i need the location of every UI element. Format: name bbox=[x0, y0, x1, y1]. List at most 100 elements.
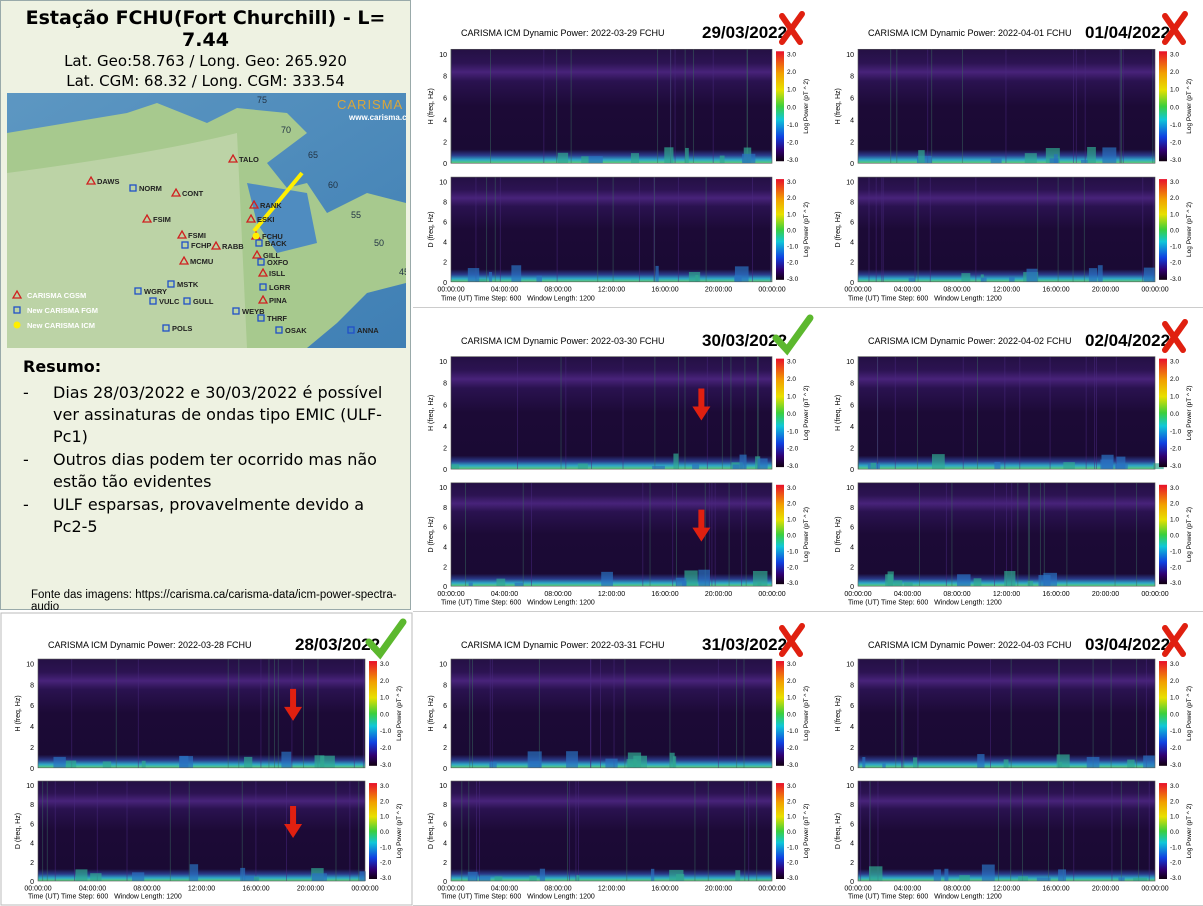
y-tick-label: 10 bbox=[439, 661, 447, 668]
y-tick-label: 10 bbox=[439, 485, 447, 492]
date-label: 31/03/2022 bbox=[702, 635, 787, 654]
summary-item: ULF esparsas, provavelmente devido a Pc2… bbox=[53, 494, 393, 538]
x-tick-label: 20:00:00 bbox=[705, 885, 732, 892]
y-axis-label: D (freq, Hz) bbox=[835, 211, 842, 247]
y-tick-label: 6 bbox=[443, 821, 447, 828]
low-freq-power bbox=[479, 876, 491, 881]
low-freq-power bbox=[53, 757, 65, 768]
x-tick-label: 08:00:00 bbox=[943, 591, 970, 598]
colorbar-tick-label: -1.0 bbox=[787, 548, 799, 555]
colorbar-label: Log Power (pT ^ 2) bbox=[1186, 507, 1193, 562]
station-map: CARISMA www.carisma.ca 75706560555045TAL… bbox=[7, 93, 406, 348]
low-freq-power bbox=[888, 571, 894, 586]
colorbar-tick-label: -2.0 bbox=[1170, 446, 1182, 453]
colorbar-label: Log Power (pT ^ 2) bbox=[803, 686, 810, 741]
low-freq-power bbox=[934, 869, 941, 881]
y-tick-label: 6 bbox=[443, 703, 447, 710]
y-tick-label: 6 bbox=[443, 220, 447, 227]
low-freq-power bbox=[676, 578, 686, 586]
colorbar-tick-label: 0.0 bbox=[380, 829, 389, 836]
y-tick-label: 0 bbox=[30, 766, 34, 773]
station-label: WGRY bbox=[144, 287, 167, 296]
x-tick-label: 12:00:00 bbox=[993, 885, 1020, 892]
spectrogram-panel: CARISMA ICM Dynamic Power: 2022-03-29 FC… bbox=[413, 0, 820, 308]
station-label: THRF bbox=[267, 314, 287, 323]
colorbar-tick-label: 3.0 bbox=[1170, 783, 1179, 790]
y-tick-label: 4 bbox=[850, 841, 854, 848]
low-freq-power bbox=[496, 579, 505, 587]
colorbar-tick-label: -1.0 bbox=[1170, 728, 1182, 735]
x-tick-label: 12:00:00 bbox=[188, 885, 215, 892]
colorbar-tick-label: 3.0 bbox=[1170, 179, 1179, 186]
low-freq-power bbox=[633, 756, 647, 768]
plot-title: CARISMA ICM Dynamic Power: 2022-03-31 FC… bbox=[461, 640, 665, 650]
y-tick-label: 10 bbox=[26, 783, 34, 790]
colorbar-tick-label: 0.0 bbox=[787, 411, 796, 418]
colorbar-tick-label: 3.0 bbox=[787, 783, 796, 790]
colorbar-tick-label: -3.0 bbox=[1170, 875, 1182, 882]
legend-label: New CARISMA ICM bbox=[27, 321, 95, 330]
colorbar-tick-label: 0.0 bbox=[1170, 411, 1179, 418]
low-freq-power bbox=[468, 268, 479, 282]
x-tick-label: 16:00:00 bbox=[242, 885, 269, 892]
colorbar-tick-label: 3.0 bbox=[1170, 661, 1179, 668]
colorbar-tick-label: -1.0 bbox=[787, 728, 799, 735]
low-freq-power bbox=[894, 580, 902, 586]
station-title: Estação FCHU(Fort Churchill) - L= 7.44 bbox=[1, 7, 410, 51]
x-tick-label: 16:00:00 bbox=[1042, 885, 1069, 892]
x-tick-label: 20:00:00 bbox=[705, 591, 732, 598]
y-tick-label: 8 bbox=[850, 74, 854, 81]
low-freq-power bbox=[605, 759, 617, 768]
colorbar-tick-label: 2.0 bbox=[787, 69, 796, 76]
low-freq-power bbox=[740, 455, 747, 470]
y-tick-label: 4 bbox=[443, 841, 447, 848]
date-label: 02/04/2022 bbox=[1085, 331, 1170, 350]
low-freq-power bbox=[240, 868, 245, 881]
colorbar-tick-label: -1.0 bbox=[1170, 428, 1182, 435]
summary-list: Dias 28/03/2022 e 30/03/2022 é possível … bbox=[23, 382, 393, 538]
colorbar-tick-label: -2.0 bbox=[787, 745, 799, 752]
colorbar-tick-label: 0.0 bbox=[380, 711, 389, 718]
colorbar-tick-label: 3.0 bbox=[787, 179, 796, 186]
low-freq-power bbox=[1115, 464, 1128, 469]
y-axis-label: H (freq, Hz) bbox=[428, 695, 435, 731]
x-tick-label: 00:00:00 bbox=[437, 287, 464, 294]
latitude-label: 60 bbox=[328, 180, 338, 190]
low-freq-power bbox=[957, 574, 970, 586]
station-label: RABB bbox=[222, 242, 244, 251]
colorbar-tick-label: 1.0 bbox=[787, 517, 796, 524]
colorbar-tick-label: 2.0 bbox=[787, 501, 796, 508]
low-freq-power bbox=[753, 571, 767, 586]
source-note: Fonte das imagens: https://carisma.ca/ca… bbox=[31, 589, 410, 613]
low-freq-power bbox=[254, 877, 259, 881]
x-tick-label: 16:00:00 bbox=[651, 287, 678, 294]
colorbar-tick-label: -3.0 bbox=[380, 762, 392, 769]
low-freq-power bbox=[1058, 869, 1066, 881]
low-freq-power bbox=[991, 158, 1002, 163]
map-logo: CARISMA bbox=[337, 97, 403, 112]
y-tick-label: 6 bbox=[443, 96, 447, 103]
station-label: POLS bbox=[172, 324, 192, 333]
colorbar-tick-label: 1.0 bbox=[1170, 87, 1179, 94]
colorbar bbox=[1159, 485, 1167, 584]
plot-title: CARISMA ICM Dynamic Power: 2022-04-01 FC… bbox=[868, 28, 1072, 38]
summary-item: Outros dias podem ter ocorrido mas não e… bbox=[53, 449, 393, 493]
low-freq-power bbox=[601, 572, 613, 586]
x-tick-label: 04:00:00 bbox=[491, 287, 518, 294]
colorbar bbox=[776, 359, 784, 467]
y-tick-label: 10 bbox=[439, 359, 447, 366]
y-tick-label: 8 bbox=[30, 802, 34, 809]
y-tick-label: 6 bbox=[30, 703, 34, 710]
y-axis-label: H (freq, Hz) bbox=[428, 88, 435, 124]
colorbar-tick-label: -3.0 bbox=[1170, 463, 1182, 470]
spectrogram bbox=[451, 49, 772, 163]
map-url: www.carisma.ca bbox=[348, 113, 406, 122]
spectrogram bbox=[38, 781, 365, 881]
colorbar-label: Log Power (pT ^ 2) bbox=[803, 507, 810, 562]
colorbar-tick-label: 3.0 bbox=[787, 661, 796, 668]
y-tick-label: 2 bbox=[850, 139, 854, 146]
low-freq-power bbox=[489, 272, 492, 282]
colorbar-tick-label: 2.0 bbox=[787, 376, 796, 383]
colorbar-tick-label: 2.0 bbox=[380, 678, 389, 685]
spectrogram-panel: CARISMA ICM Dynamic Power: 2022-03-31 FC… bbox=[413, 612, 820, 906]
